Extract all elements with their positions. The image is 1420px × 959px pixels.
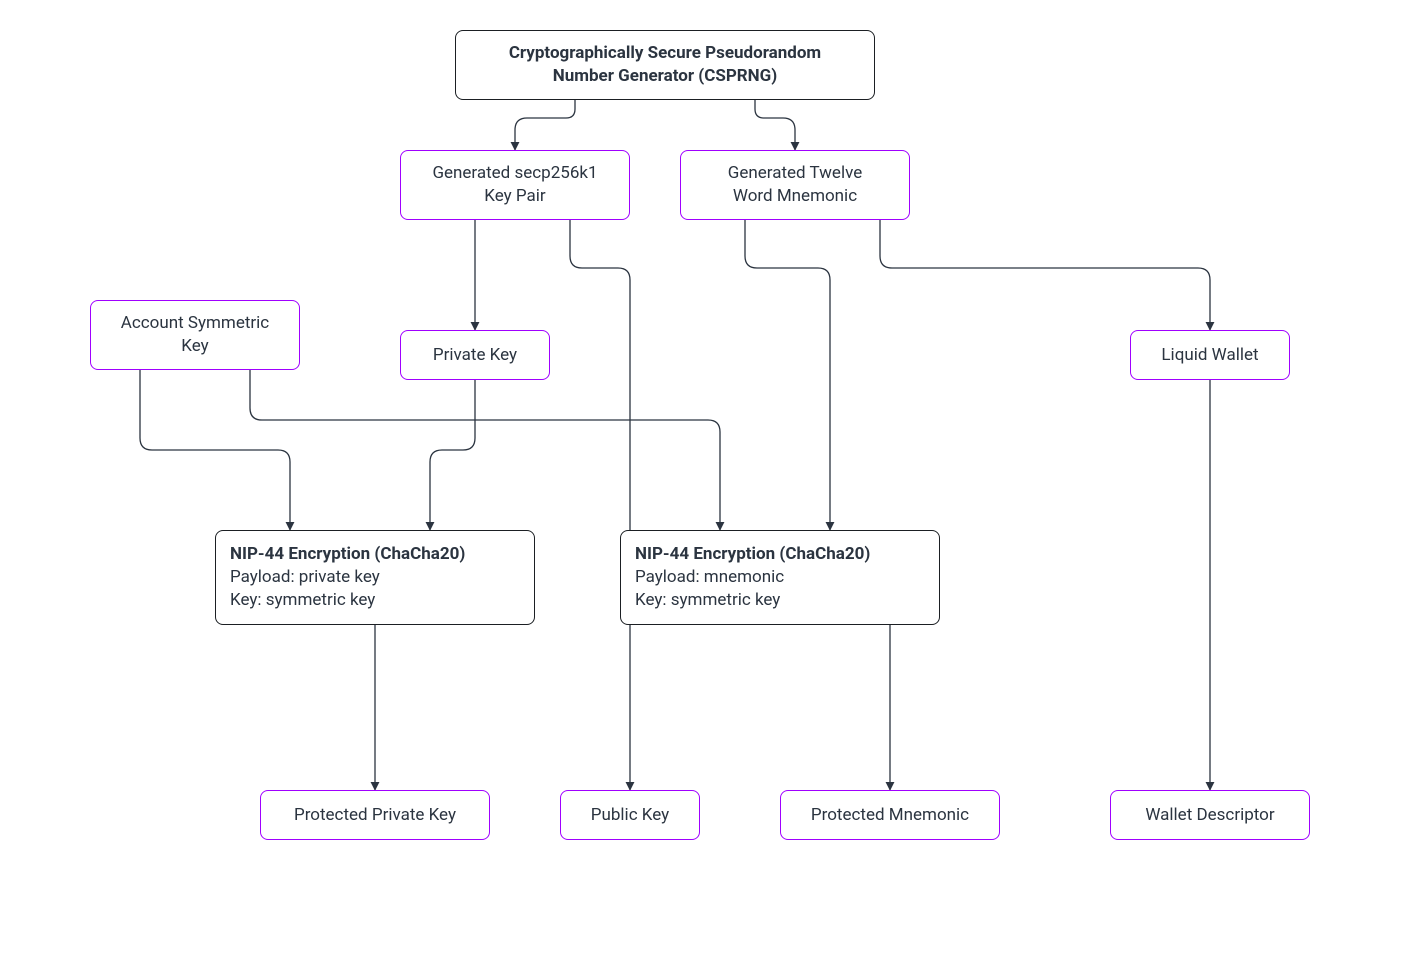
node-label: Private Key [433, 344, 517, 367]
node-title: NIP-44 Encryption (ChaCha20) [230, 543, 465, 566]
node-protected-mnemonic: Protected Mnemonic [780, 790, 1000, 840]
node-keypair: Generated secp256k1 Key Pair [400, 150, 630, 220]
edge [515, 100, 575, 150]
node-label: Key Pair [484, 185, 545, 208]
node-title: NIP-44 Encryption (ChaCha20) [635, 543, 870, 566]
edge [140, 370, 290, 530]
node-label: Account Symmetric [121, 312, 269, 335]
edge [570, 220, 630, 790]
node-label: Liquid Wallet [1161, 344, 1258, 367]
node-public-key: Public Key [560, 790, 700, 840]
node-label: Key: symmetric key [635, 589, 780, 612]
node-label: Key [181, 335, 208, 358]
node-label: Word Mnemonic [733, 185, 857, 208]
node-label: Payload: mnemonic [635, 566, 784, 589]
node-label: Protected Mnemonic [811, 804, 969, 827]
node-liquid-wallet: Liquid Wallet [1130, 330, 1290, 380]
node-mnemonic: Generated Twelve Word Mnemonic [680, 150, 910, 220]
node-nip44-encryption-privatekey: NIP-44 Encryption (ChaCha20) Payload: pr… [215, 530, 535, 625]
node-label: Key: symmetric key [230, 589, 375, 612]
node-label: Public Key [591, 804, 669, 827]
node-label: Protected Private Key [294, 804, 456, 827]
node-label: Generated secp256k1 [432, 162, 597, 185]
node-label: Wallet Descriptor [1145, 804, 1274, 827]
edge [745, 220, 830, 530]
node-protected-private-key: Protected Private Key [260, 790, 490, 840]
node-nip44-encryption-mnemonic: NIP-44 Encryption (ChaCha20) Payload: mn… [620, 530, 940, 625]
edge [755, 100, 795, 150]
node-label: Generated Twelve [728, 162, 862, 185]
node-label: Cryptographically Secure Pseudorandom [509, 42, 821, 65]
edge [250, 370, 720, 530]
node-private-key: Private Key [400, 330, 550, 380]
node-csprng: Cryptographically Secure Pseudorandom Nu… [455, 30, 875, 100]
diagram-canvas: Cryptographically Secure Pseudorandom Nu… [0, 0, 1420, 959]
node-account-symmetric-key: Account Symmetric Key [90, 300, 300, 370]
edge [880, 220, 1210, 330]
node-wallet-descriptor: Wallet Descriptor [1110, 790, 1310, 840]
edge [430, 380, 475, 530]
node-label: Payload: private key [230, 566, 380, 589]
node-label: Number Generator (CSPRNG) [553, 65, 777, 88]
